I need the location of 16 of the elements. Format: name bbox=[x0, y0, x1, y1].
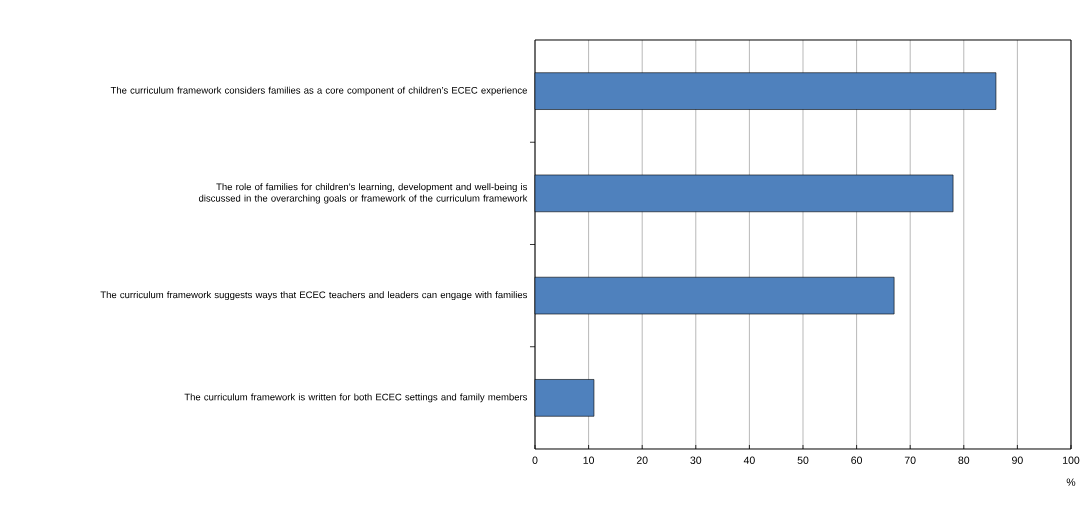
x-tick-label: 90 bbox=[1012, 456, 1023, 464]
x-tick-label: 80 bbox=[958, 456, 970, 464]
x-tick-label: 100 bbox=[1063, 456, 1080, 464]
x-tick-label: 0 bbox=[532, 456, 538, 464]
x-tick-label: 30 bbox=[690, 456, 702, 464]
x-tick-label: 50 bbox=[797, 456, 809, 464]
y-tick-label: The curriculum framework suggests ways that ECEC teachers and leaders can engage with families bbox=[100, 291, 528, 301]
x-tick-label: 20 bbox=[636, 456, 648, 464]
x-tick-label: 10 bbox=[583, 456, 595, 464]
x-axis-title: % bbox=[1066, 478, 1076, 486]
x-tick-label: 60 bbox=[851, 456, 863, 464]
x-tick-label: 40 bbox=[743, 456, 755, 464]
x-tick-label: 70 bbox=[904, 456, 916, 464]
y-tick-label: The curriculum framework is written for both ECEC settings and family members bbox=[184, 393, 528, 403]
y-tick-label: The role of families for children’s learning, development and well-being is discussed in the overarching goals or framework of the curriculum framework bbox=[198, 183, 528, 204]
y-tick-label: The curriculum framework considers families as a core component of children’s ECEC experience bbox=[110, 86, 527, 96]
